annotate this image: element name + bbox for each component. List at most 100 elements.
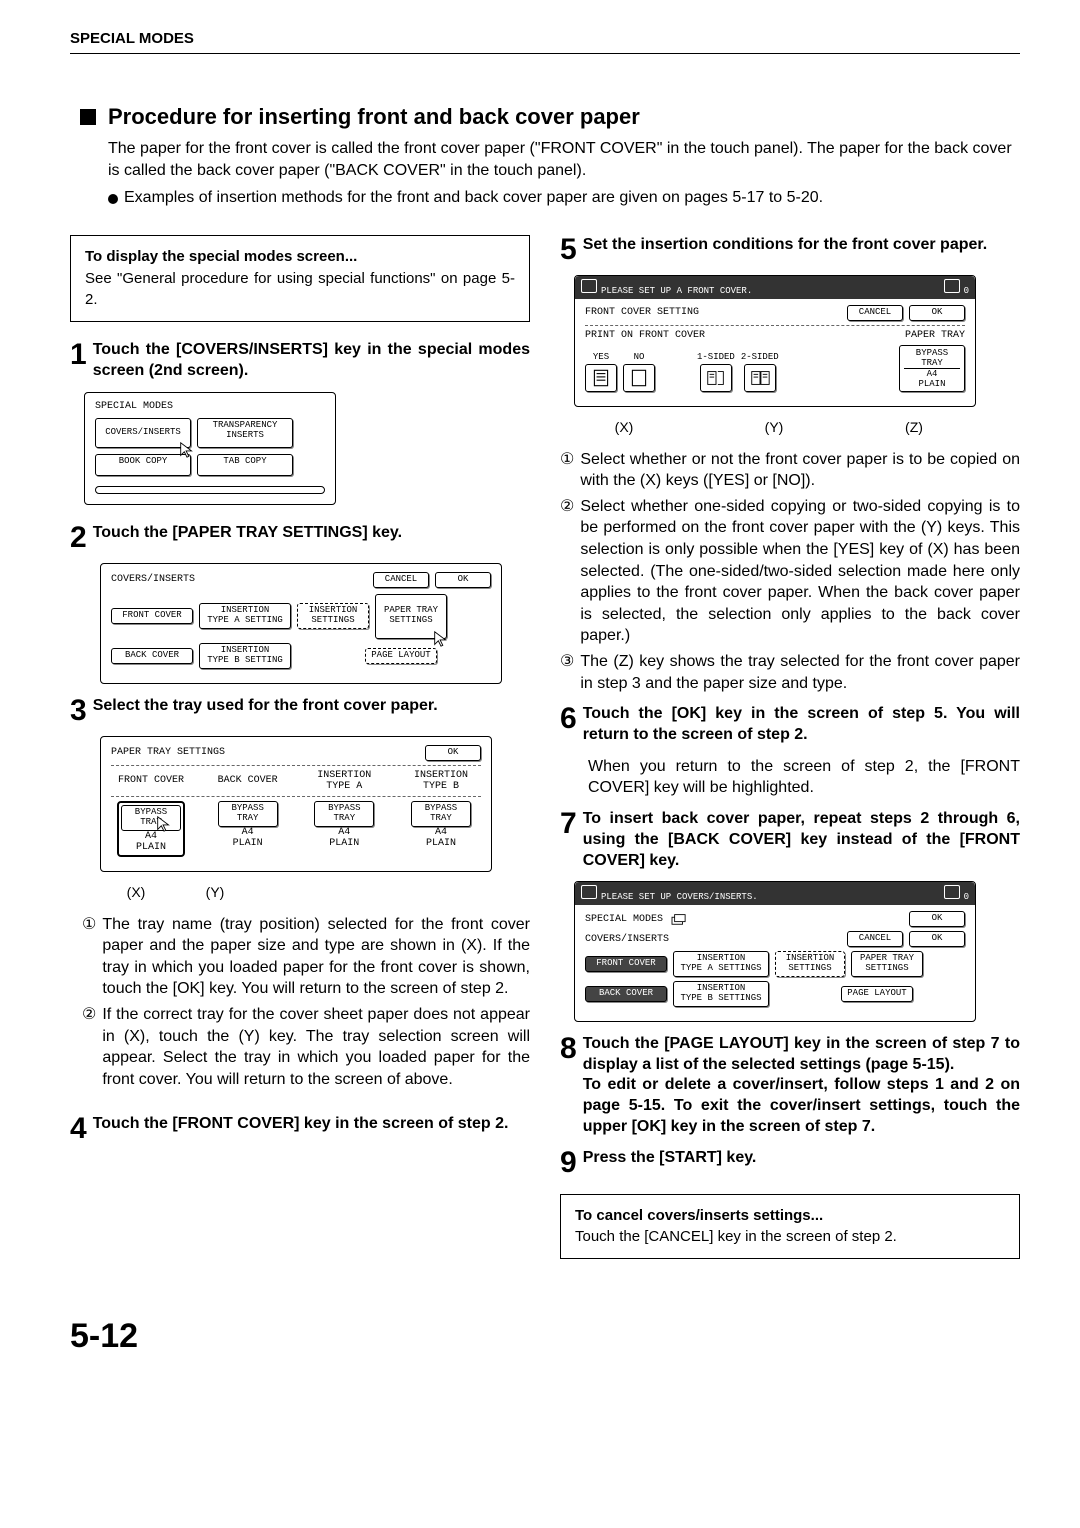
step-2-title: Touch the [PAPER TRAY SETTINGS] key. <box>93 523 530 544</box>
step-1-title: Touch the [COVERS/INSERTS] key in the sp… <box>93 340 530 382</box>
z-label: (Z) <box>874 419 954 435</box>
ins-settings-button[interactable]: INSERTION SETTINGS <box>775 951 845 977</box>
step-5-body-1: Select whether or not the front cover pa… <box>580 449 1020 492</box>
covers-inserts-button[interactable]: COVERS/INSERTS <box>95 418 191 448</box>
paper-tray-settings-button[interactable]: PAPER TRAY SETTINGS <box>851 951 923 977</box>
sheet-blank-icon <box>628 367 650 389</box>
yes-button[interactable] <box>585 364 617 392</box>
back-cover-button-highlighted[interactable]: BACK COVER <box>585 986 667 1002</box>
two-sided-button[interactable] <box>744 364 776 392</box>
step-3-number: 3 <box>70 696 87 726</box>
covers-inserts-label: COVERS/INSERTS <box>105 428 181 438</box>
circled-2-icon: ② <box>560 496 574 647</box>
ok-button[interactable]: OK <box>909 911 965 927</box>
a4-label: A4 <box>208 827 288 838</box>
panel7-topbar: PLEASE SET UP COVERS/INSERTS. <box>601 892 758 902</box>
no-label: NO <box>634 352 645 362</box>
bypass-tray-button[interactable]: BYPASS TRAY <box>218 801 278 827</box>
tray-info-button[interactable]: BYPASS TRAY A4 PLAIN <box>899 345 965 392</box>
plain-label: PLAIN <box>401 838 481 849</box>
bypass-tray-button[interactable]: BYPASS TRAY <box>411 801 471 827</box>
panel2-pagelayout-button[interactable]: PAGE LAYOUT <box>365 648 437 664</box>
panel2-inssettings-button[interactable]: INSERTION SETTINGS <box>297 603 369 629</box>
step-6-body: When you return to the screen of step 2,… <box>588 756 1020 799</box>
two-sided-icon <box>749 367 771 389</box>
step-5-body-3: The (Z) key shows the tray selected for … <box>580 651 1020 694</box>
cancel-button[interactable]: CANCEL <box>847 931 903 947</box>
ok-button[interactable]: OK <box>425 745 481 761</box>
special-modes-label: SPECIAL MODES <box>585 914 663 925</box>
step-3-body-1: The tray name (tray position) selected f… <box>102 914 530 1000</box>
panel2-insb-button[interactable]: INSERTION TYPE B SETTING <box>199 643 291 669</box>
x-label: (X) <box>100 884 172 900</box>
cursor-icon <box>178 441 196 459</box>
note-body: See "General procedure for using special… <box>85 270 515 309</box>
one-sided-button[interactable] <box>700 364 732 392</box>
covers-inserts-panel-step7: PLEASE SET UP COVERS/INSERTS. 0 SPECIAL … <box>574 881 976 1021</box>
y-label: (Y) <box>172 884 258 900</box>
panel2-insa-button[interactable]: INSERTION TYPE A SETTING <box>199 603 291 629</box>
plain-label: PLAIN <box>208 838 288 849</box>
plain-label: PLAIN <box>121 842 181 853</box>
panel-icon <box>581 279 597 293</box>
cancel-note-box: To cancel covers/inserts settings... Tou… <box>560 1194 1020 1260</box>
panel5-count: 0 <box>964 286 969 296</box>
circled-1-icon: ① <box>560 449 574 492</box>
scrollbar-icon <box>95 486 325 494</box>
bypass-tray-button[interactable]: BYPASS TRAY <box>314 801 374 827</box>
panel2-back-button[interactable]: BACK COVER <box>111 648 193 664</box>
panel-icon <box>944 279 960 293</box>
step-8-title: Touch the [PAGE LAYOUT] key in the scree… <box>583 1034 1020 1138</box>
step-9-title: Press the [START] key. <box>583 1148 1020 1169</box>
step-4-title: Touch the [FRONT COVER] key in the scree… <box>93 1114 530 1135</box>
a4-label: A4 <box>304 827 384 838</box>
step-3-title: Select the tray used for the front cover… <box>93 696 530 717</box>
panel7-count: 0 <box>964 892 969 902</box>
paper-tray-settings-button[interactable]: PAPER TRAY SETTINGS <box>375 594 447 640</box>
transparency-inserts-button[interactable]: TRANSPARENCY INSERTS <box>197 418 293 448</box>
step-5-body-2: Select whether one-sided copying or two-… <box>580 496 1020 647</box>
ok-button[interactable]: OK <box>909 305 965 321</box>
panel-icon <box>581 885 597 899</box>
panel1-title: SPECIAL MODES <box>95 401 325 412</box>
note-title: To display the special modes screen... <box>85 248 357 265</box>
pts-label: PAPER TRAY SETTINGS <box>384 605 438 625</box>
step-9-number: 9 <box>560 1148 577 1178</box>
square-bullet-icon <box>80 109 96 125</box>
circled-2-icon: ② <box>82 1004 96 1090</box>
intro-paragraph: The paper for the front cover is called … <box>108 138 1020 183</box>
step-2-number: 2 <box>70 523 87 553</box>
book-copy-button[interactable]: BOOK COPY <box>95 454 191 476</box>
ok-button[interactable]: OK <box>435 572 491 588</box>
sheet-printed-icon <box>590 367 612 389</box>
header-rule <box>70 53 1020 54</box>
step-7-number: 7 <box>560 809 577 839</box>
ok-button[interactable]: OK <box>909 931 965 947</box>
circled-1-icon: ① <box>82 914 96 1000</box>
cursor-icon <box>432 630 450 648</box>
col-itb: INSERTION TYPE B <box>401 770 481 792</box>
panel7-title: COVERS/INSERTS <box>585 934 669 945</box>
plain-label: PLAIN <box>904 379 960 389</box>
page-header: SPECIAL MODES <box>70 30 1020 47</box>
paper-tray-panel: PAPER TRAY SETTINGS OK FRONT COVER BACK … <box>100 736 492 872</box>
panel-icon <box>944 885 960 899</box>
step-6-number: 6 <box>560 704 577 734</box>
section-title-text: Procedure for inserting front and back c… <box>108 104 640 130</box>
panel3-title: PAPER TRAY SETTINGS <box>111 747 225 758</box>
step-4-number: 4 <box>70 1114 87 1144</box>
no-button[interactable] <box>623 364 655 392</box>
ins-b-button[interactable]: INSERTION TYPE B SETTINGS <box>673 981 769 1007</box>
page-layout-button[interactable]: PAGE LAYOUT <box>841 986 913 1002</box>
front-cover-button-highlighted[interactable]: FRONT COVER <box>585 956 667 972</box>
cancel-button[interactable]: CANCEL <box>847 305 903 321</box>
ins-a-button[interactable]: INSERTION TYPE A SETTINGS <box>673 951 769 977</box>
panel2-front-button[interactable]: FRONT COVER <box>111 608 193 624</box>
tab-copy-button[interactable]: TAB COPY <box>197 454 293 476</box>
cursor-icon <box>155 815 173 833</box>
special-modes-panel: SPECIAL MODES COVERS/INSERTS TRANSPARENC… <box>84 392 336 505</box>
cancel-button[interactable]: CANCEL <box>373 572 429 588</box>
print-on-front-cover-label: PRINT ON FRONT COVER <box>585 330 705 341</box>
intro-bullet: Examples of insertion methods for the fr… <box>108 189 1020 207</box>
a4-label: A4 <box>401 827 481 838</box>
